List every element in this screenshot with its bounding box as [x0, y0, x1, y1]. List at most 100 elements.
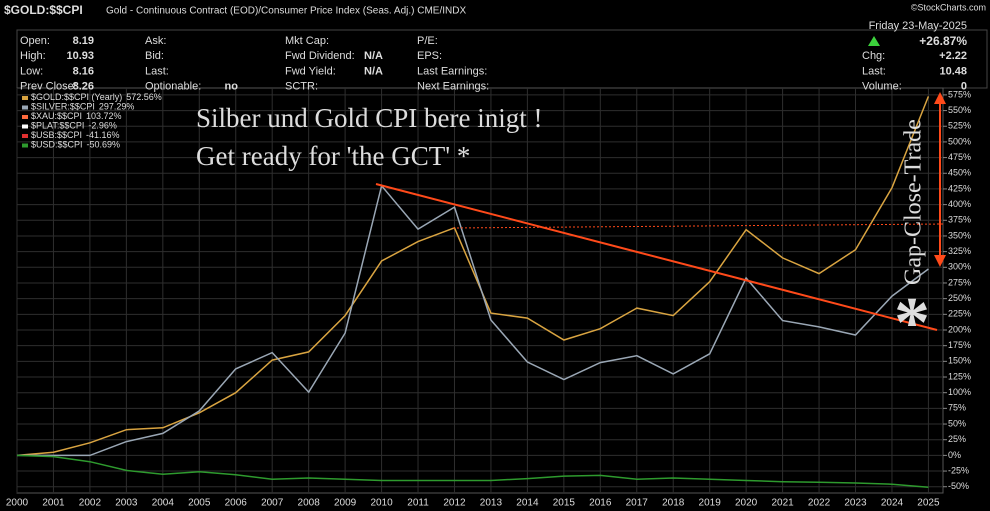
- y-tick-label: 0%: [948, 450, 961, 460]
- info-label: Prev Close:: [20, 81, 77, 93]
- date: Friday 23-May-2025: [869, 20, 967, 32]
- y-tick-label: 50%: [948, 418, 966, 428]
- y-tick-label: 550%: [948, 105, 971, 115]
- x-tick-label: 2003: [115, 498, 138, 509]
- legend-swatch: [22, 143, 28, 148]
- x-tick-label: 2013: [480, 498, 503, 509]
- x-tick-label: 2025: [917, 498, 940, 509]
- legend-value: -2.96%: [88, 121, 117, 131]
- legend-entry: $USD:$$CPI -50.69%: [31, 140, 120, 150]
- credit: ©StockCharts.com: [911, 2, 986, 12]
- y-tick-label: 150%: [948, 356, 971, 366]
- info-value: 8.16: [73, 65, 94, 77]
- legend-value: -50.69%: [87, 140, 121, 150]
- legend-value: 103.72%: [86, 111, 122, 121]
- x-tick-label: 2018: [662, 498, 685, 509]
- annotation-2: Get ready for 'the GCT' *: [196, 141, 470, 171]
- legend-name: $PLAT:$$CPI: [31, 121, 84, 131]
- legend-entry: $SILVER:$$CPI 297.29%: [31, 102, 134, 112]
- info-value: N/A: [364, 65, 383, 77]
- legend-swatch: [22, 115, 28, 119]
- trend-line: [375, 183, 938, 331]
- info-value: 8.19: [73, 35, 94, 47]
- annotation-1: Silber und Gold CPI bere inigt !: [196, 103, 542, 133]
- info-label: Last:: [145, 65, 169, 77]
- info-value: +2.22: [939, 50, 967, 62]
- arrow-head-down: [934, 255, 946, 267]
- legend-entry: $PLAT:$$CPI -2.96%: [31, 121, 117, 131]
- x-tick-label: 2000: [6, 498, 29, 509]
- asterisk: *: [894, 283, 930, 363]
- x-tick-label: 2023: [844, 498, 867, 509]
- y-tick-label: 275%: [948, 277, 971, 287]
- legend-swatch: [22, 96, 28, 100]
- legend-swatch: [22, 134, 28, 138]
- legend-swatch: [22, 124, 28, 129]
- y-tick-label: 375%: [948, 215, 971, 225]
- legend-name: $XAU:$$CPI: [31, 111, 82, 121]
- x-tick-label: 2008: [298, 498, 321, 509]
- info-label: Mkt Cap:: [285, 35, 329, 47]
- change: +26.87%: [919, 34, 967, 48]
- y-tick-label: 575%: [948, 89, 971, 99]
- legend-entry: $XAU:$$CPI 103.72%: [31, 111, 122, 121]
- description: Gold - Continuous Contract (EOD)/Consume…: [106, 6, 466, 17]
- legend-name: $GOLD:$$CPI (Yearly): [31, 92, 122, 102]
- up-arrow: [868, 36, 880, 46]
- info-label: Next Earnings:: [417, 81, 489, 93]
- y-tick-label: 100%: [948, 387, 971, 397]
- info-label: Chg:: [862, 50, 885, 62]
- x-tick-label: 2009: [334, 498, 357, 509]
- legend-swatch: [22, 105, 28, 110]
- legend-value: -41.16%: [86, 130, 120, 140]
- info-label: Bid:: [145, 50, 164, 62]
- y-tick-label: 350%: [948, 230, 971, 240]
- y-tick-label: 475%: [948, 152, 971, 162]
- y-tick-label: -50%: [948, 481, 969, 491]
- y-tick-label: 225%: [948, 309, 971, 319]
- x-tick-label: 2024: [881, 498, 904, 509]
- x-tick-label: 2017: [626, 498, 649, 509]
- legend-value: 297.29%: [99, 102, 135, 112]
- y-tick-label: 525%: [948, 121, 971, 131]
- info-value: 0: [961, 81, 967, 93]
- series-line: [16, 454, 929, 488]
- y-tick-label: 175%: [948, 340, 971, 350]
- plot: [16, 88, 943, 493]
- x-tick-label: 2012: [443, 498, 466, 509]
- legend-name: $SILVER:$$CPI: [31, 102, 95, 112]
- info-value: 10.48: [939, 65, 967, 77]
- info-label: P/E:: [417, 35, 438, 47]
- y-tick-label: 300%: [948, 262, 971, 272]
- x-tick-label: 2005: [188, 498, 211, 509]
- series-line: [16, 96, 930, 457]
- x-tick-label: 2021: [771, 498, 794, 509]
- y-tick-label: 25%: [948, 434, 966, 444]
- y-tick-label: 425%: [948, 183, 971, 193]
- x-tick-label: 2011: [407, 498, 429, 509]
- y-tick-label: 500%: [948, 136, 971, 146]
- y-tick-label: 75%: [948, 403, 966, 413]
- info-label: Open:: [20, 35, 50, 47]
- info-label: Low:: [20, 65, 43, 77]
- y-tick-label: 325%: [948, 246, 971, 256]
- x-tick-label: 2004: [152, 498, 175, 509]
- x-tick-label: 2006: [225, 498, 248, 509]
- info-label: EPS:: [417, 50, 442, 62]
- dotted-line: [452, 223, 944, 229]
- info-label: High:: [20, 50, 46, 62]
- x-tick-label: 2016: [589, 498, 612, 509]
- x-tick-label: 2007: [261, 498, 284, 509]
- info-label: Volume:: [862, 81, 902, 93]
- y-tick-label: -25%: [948, 465, 969, 475]
- info-value: N/A: [364, 50, 383, 62]
- gap-close-trade: Gap-Close-Trade: [901, 119, 927, 285]
- series-line: [17, 184, 929, 457]
- info-value: no: [225, 81, 239, 93]
- y-tick-label: 450%: [948, 168, 971, 178]
- info-label: SCTR:: [285, 81, 318, 93]
- legend-entry: $USB:$$CPI -41.16%: [31, 130, 120, 140]
